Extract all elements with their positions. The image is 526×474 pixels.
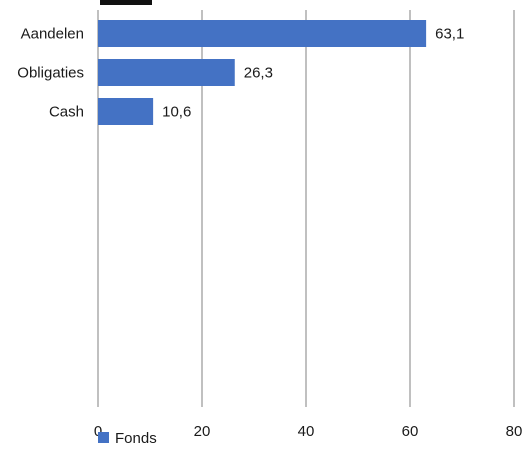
legend-swatch-fonds	[98, 432, 109, 443]
x-tick-label: 60	[402, 423, 419, 440]
bar-obligaties	[98, 59, 235, 86]
bar-aandelen	[98, 20, 427, 47]
legend: Fonds	[98, 430, 157, 447]
bars	[98, 20, 427, 125]
legend-label-fonds: Fonds	[115, 430, 157, 447]
value-label-aandelen: 63,1	[435, 26, 464, 43]
value-label-cash: 10,6	[162, 104, 191, 121]
x-tick-label: 0	[94, 423, 102, 440]
value-labels: 63,1 26,3 10,6	[162, 26, 464, 121]
top-edge-fragment	[100, 0, 152, 5]
x-tick-label: 20	[194, 423, 211, 440]
value-label-obligaties: 26,3	[244, 65, 273, 82]
x-tick-label: 40	[298, 423, 315, 440]
category-label-cash: Cash	[49, 104, 84, 121]
category-label-aandelen: Aandelen	[21, 26, 84, 43]
category-label-obligaties: Obligaties	[17, 65, 84, 82]
bar-cash	[98, 98, 154, 125]
x-tick-label: 80	[506, 423, 523, 440]
category-labels: Aandelen Obligaties Cash	[17, 26, 84, 121]
x-axis-tick-labels: 0 20 40 60 80	[94, 423, 523, 440]
